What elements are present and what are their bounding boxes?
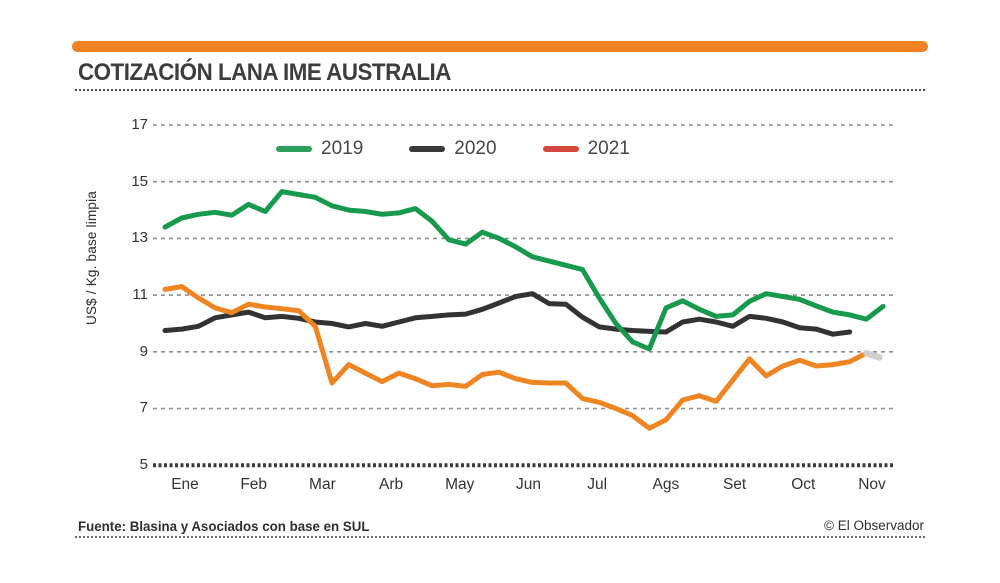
x-tick-mar: Mar: [309, 476, 336, 493]
x-tick-arb: Arb: [379, 476, 404, 493]
legend-item-2020: 2020: [409, 138, 497, 160]
x-tick-set: Set: [722, 476, 747, 493]
source-note: Fuente: Blasina y Asociados con base en …: [78, 518, 370, 534]
chart-legend: 2019 2020 2021: [276, 138, 630, 160]
accent-top-bar: [72, 41, 928, 52]
y-tick-17: 17: [131, 116, 148, 133]
y-tick-9: 9: [139, 343, 148, 360]
legend-label-2020: 2020: [454, 138, 497, 159]
legend-item-2019: 2019: [276, 138, 363, 160]
x-tick-nov: Nov: [858, 476, 886, 493]
legend-label-2021: 2021: [587, 138, 630, 159]
title-dotted-divider: [75, 89, 925, 91]
y-tick-15: 15: [131, 173, 148, 190]
page-title: COTIZACIÓN LANA IME AUSTRALIA: [78, 59, 451, 86]
x-tick-may: May: [445, 476, 475, 493]
x-tick-jun: Jun: [516, 476, 541, 493]
y-tick-13: 13: [131, 229, 148, 246]
legend-label-2019: 2019: [321, 138, 364, 159]
y-tick-11: 11: [132, 286, 148, 303]
x-tick-ags: Ags: [652, 476, 680, 493]
y-tick-5: 5: [139, 456, 148, 473]
x-tick-ene: Ene: [171, 476, 199, 493]
legend-swatch-2020: [409, 146, 446, 152]
y-tick-7: 7: [139, 399, 148, 416]
x-tick-feb: Feb: [240, 476, 268, 493]
x-tick-jul: Jul: [587, 476, 608, 493]
credit-note: © El Observador: [824, 518, 924, 533]
x-tick-oct: Oct: [791, 476, 816, 493]
legend-item-2021: 2021: [542, 138, 630, 160]
legend-swatch-2019: [276, 146, 312, 152]
footer-dotted-divider: [75, 536, 925, 538]
legend-swatch-2021: [542, 146, 579, 152]
